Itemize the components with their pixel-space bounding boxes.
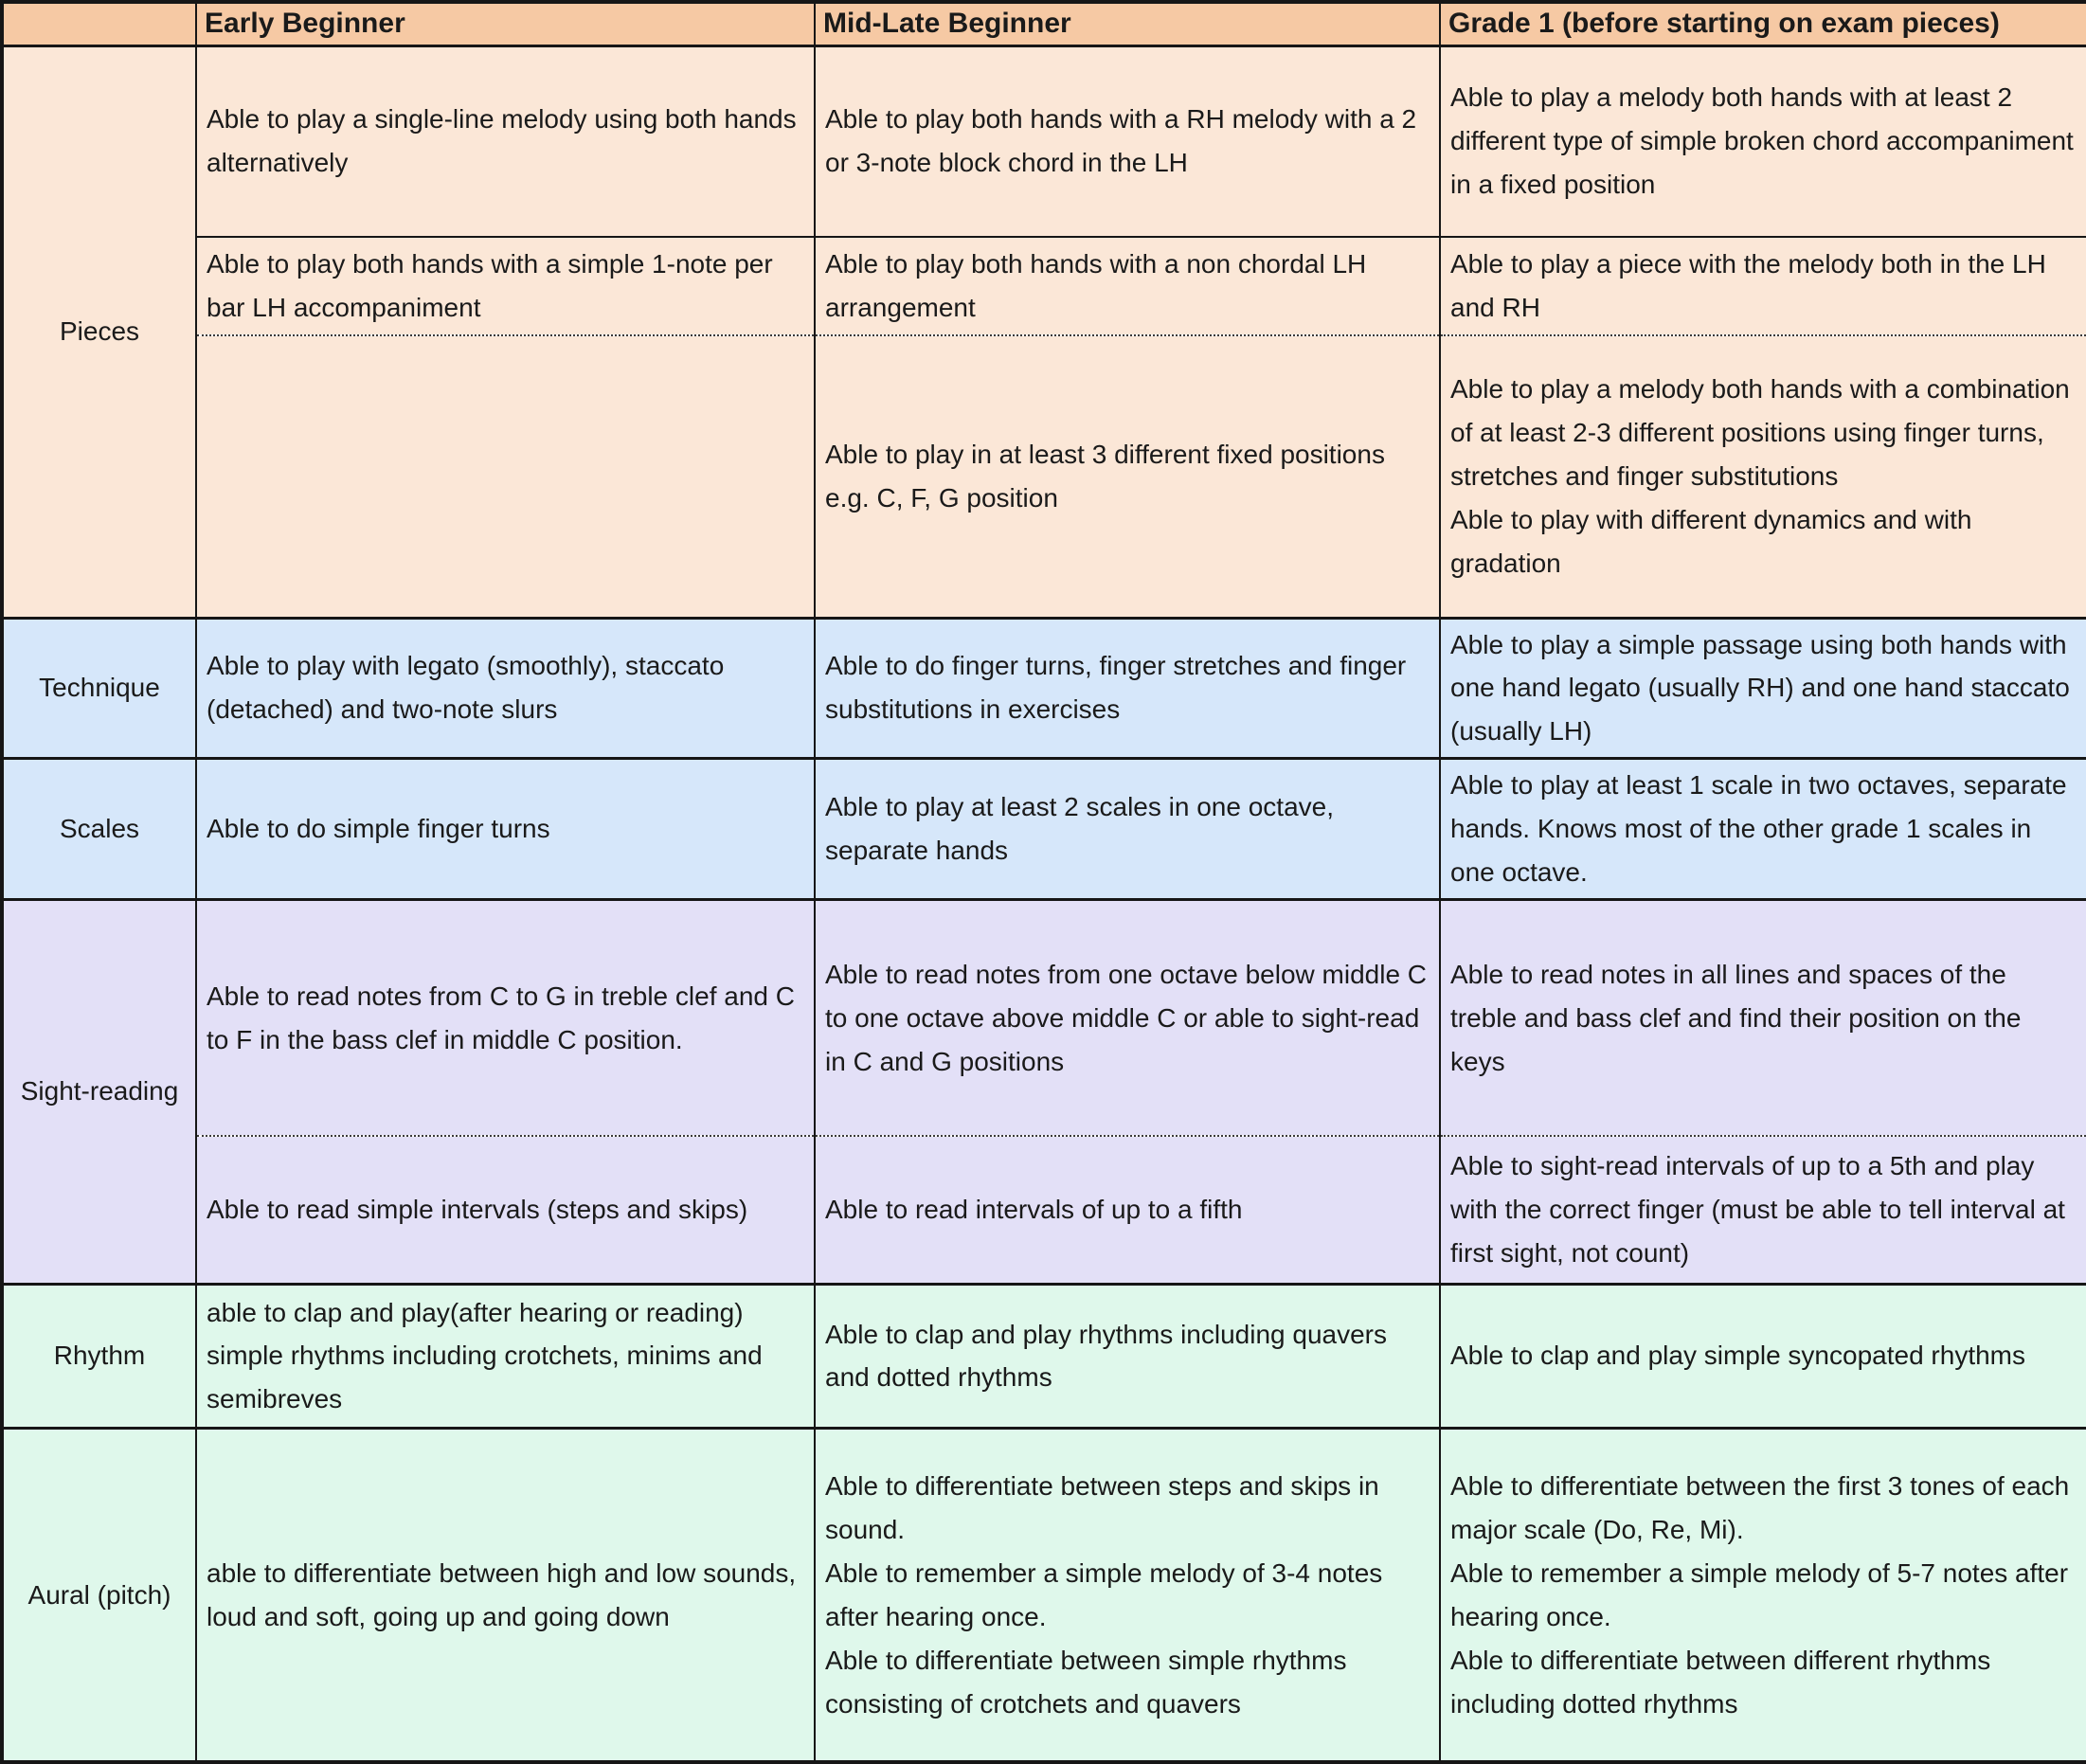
cell-pieces-1-midlate: Able to play both hands with a RH melody…	[814, 45, 1441, 237]
row-pieces-3: Able to play in at least 3 different fix…	[2, 334, 2086, 618]
cell-scales-midlate: Able to play at least 2 scales in one oc…	[814, 757, 1441, 900]
row-aural-pitch: Aural (pitch) able to differentiate betw…	[1, 1426, 2086, 1763]
cell-rhythm-midlate: Able to clap and play rhythms including …	[814, 1282, 1441, 1429]
category-technique: Technique	[1, 616, 197, 759]
header-row: Early Beginner Mid-Late Beginner Grade 1…	[1, 2, 2086, 47]
cell-sight-2-grade1: Able to sight-read intervals of up to a …	[1439, 1135, 2086, 1285]
cell-rhythm-grade1: Able to clap and play simple syncopated …	[1439, 1282, 2086, 1429]
column-header-mid-late-beginner: Mid-Late Beginner	[814, 2, 1441, 47]
cell-sight-1-grade1: Able to read notes in all lines and spac…	[1439, 897, 2086, 1137]
column-header-blank	[1, 2, 197, 47]
cell-rhythm-early: able to clap and play(after hearing or r…	[195, 1282, 816, 1429]
cell-pieces-2-grade1: Able to play a piece with the melody bot…	[1439, 236, 2086, 335]
cell-scales-early: Able to do simple finger turns	[195, 757, 816, 900]
column-header-early-beginner: Early Beginner	[195, 2, 816, 47]
row-sight-reading-1: Sight-reading Able to read notes from C …	[1, 897, 2086, 1285]
cell-technique-midlate: Able to do finger turns, finger stretche…	[814, 616, 1441, 759]
cell-scales-grade1: Able to play at least 1 scale in two oct…	[1439, 757, 2086, 900]
column-header-grade-1: Grade 1 (before starting on exam pieces)	[1439, 2, 2086, 47]
cell-pieces-3-midlate: Able to play in at least 3 different fix…	[814, 334, 1441, 618]
cell-pieces-3-early	[195, 334, 816, 618]
cell-pieces-2-midlate: Able to play both hands with a non chord…	[814, 236, 1441, 335]
category-scales: Scales	[1, 757, 197, 900]
cell-pieces-1-early: Able to play a single-line melody using …	[195, 45, 816, 237]
row-scales: Scales Able to do simple finger turns Ab…	[1, 757, 2086, 900]
cell-aural-grade1: Able to differentiate between the first …	[1439, 1426, 2086, 1763]
row-technique: Technique Able to play with legato (smoo…	[1, 616, 2086, 759]
category-pieces: Pieces	[1, 45, 197, 618]
row-rhythm: Rhythm able to clap and play(after heari…	[1, 1282, 2086, 1429]
row-pieces-2: Able to play both hands with a simple 1-…	[2, 236, 2086, 335]
cell-sight-1-early: Able to read notes from C to G in treble…	[195, 897, 816, 1137]
cell-sight-2-midlate: Able to read intervals of up to a fifth	[814, 1135, 1441, 1285]
cell-sight-2-early: Able to read simple intervals (steps and…	[195, 1135, 816, 1285]
cell-technique-grade1: Able to play a simple passage using both…	[1439, 616, 2086, 759]
cell-pieces-3-grade1: Able to play a melody both hands with a …	[1439, 334, 2086, 618]
row-pieces-1: Pieces Able to play a single-line melody…	[1, 45, 2086, 618]
cell-sight-1-midlate: Able to read notes from one octave below…	[814, 897, 1441, 1137]
cell-pieces-1-grade1: Able to play a melody both hands with at…	[1439, 45, 2086, 237]
category-sight-reading: Sight-reading	[1, 897, 197, 1285]
cell-technique-early: Able to play with legato (smoothly), sta…	[195, 616, 816, 759]
category-aural-pitch: Aural (pitch)	[1, 1426, 197, 1763]
category-rhythm: Rhythm	[1, 1282, 197, 1429]
cell-pieces-2-early: Able to play both hands with a simple 1-…	[195, 236, 816, 335]
cell-aural-midlate: Able to differentiate between steps and …	[814, 1426, 1441, 1763]
cell-aural-early: able to differentiate between high and l…	[195, 1426, 816, 1763]
row-sight-reading-2: Able to read simple intervals (steps and…	[2, 1135, 2086, 1285]
